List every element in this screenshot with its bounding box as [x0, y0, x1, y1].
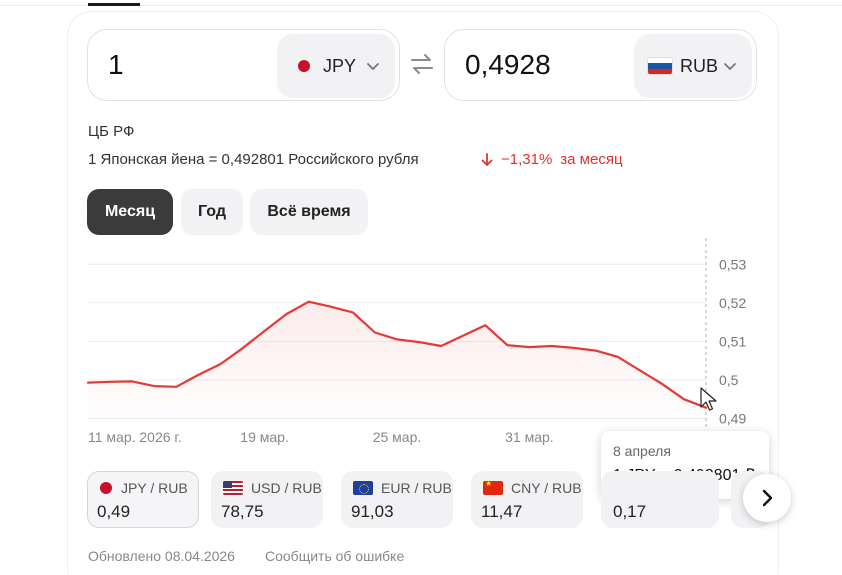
from-currency-select[interactable]: JPY [277, 34, 395, 98]
pair-chip-partial[interactable]: 0,17 [601, 471, 719, 528]
pair-value: 91,03 [351, 502, 394, 521]
rate-text: 1 Японская йена = 0,492801 Российского р… [88, 151, 419, 168]
period-all-time-button[interactable]: Всё время [250, 189, 368, 235]
to-amount-input[interactable] [465, 48, 635, 82]
mouse-cursor-icon [700, 387, 717, 411]
flag-cn-icon [483, 479, 503, 495]
pair-value: 0,17 [613, 502, 647, 521]
pair-value: 78,75 [221, 502, 264, 521]
rate-change: −1,31% за месяц [481, 151, 623, 168]
to-currency-code: RUB [680, 56, 719, 76]
flag-jp-icon [297, 59, 311, 73]
flag-jp-icon [99, 481, 113, 495]
change-percent: −1,31% [501, 151, 553, 168]
chevron-down-icon [367, 63, 379, 70]
pair-value: 0,49 [97, 502, 131, 521]
to-amount-box[interactable]: RUB [444, 29, 757, 101]
top-divider [0, 5, 842, 6]
from-amount-input[interactable] [108, 48, 278, 82]
pair-label: CNY / RUB [511, 480, 582, 496]
period-year-button[interactable]: Год [181, 189, 243, 235]
flag-eu-icon [353, 481, 373, 495]
chevron-right-icon [762, 489, 773, 507]
pair-label: JPY / RUB [121, 480, 188, 496]
pair-label: USD / RUB [251, 480, 322, 496]
chevron-down-icon [724, 63, 736, 70]
period-month-button[interactable]: Месяц [87, 189, 173, 235]
pair-chip-cny-rub[interactable]: CNY / RUB 11,47 [471, 471, 583, 528]
report-error-link[interactable]: Сообщить об ошибке [265, 548, 405, 564]
pair-chip-usd-rub[interactable]: USD / RUB 78,75 [211, 471, 323, 528]
arrow-down-icon [481, 152, 493, 166]
to-currency-select[interactable]: RUB [634, 34, 752, 98]
pair-chip-jpy-rub[interactable]: JPY / RUB 0,49 [87, 471, 199, 528]
active-tab-indicator [88, 3, 140, 6]
updated-date: Обновлено 08.04.2026 [88, 548, 235, 564]
from-amount-box[interactable]: JPY [87, 29, 400, 101]
tooltip-date: 8 апреля [613, 443, 671, 459]
from-currency-code: JPY [323, 56, 357, 76]
pair-label: EUR / RUB [381, 480, 452, 496]
rate-source: ЦБ РФ [88, 123, 135, 140]
flag-ru-icon [648, 58, 672, 74]
flag-us-icon [223, 481, 243, 495]
pair-value: 11,47 [481, 502, 523, 521]
next-pairs-button[interactable] [743, 474, 791, 522]
pair-chip-eur-rub[interactable]: EUR / RUB 91,03 [341, 471, 453, 528]
change-period: за месяц [560, 151, 623, 168]
swap-arrows-icon[interactable] [409, 52, 435, 76]
